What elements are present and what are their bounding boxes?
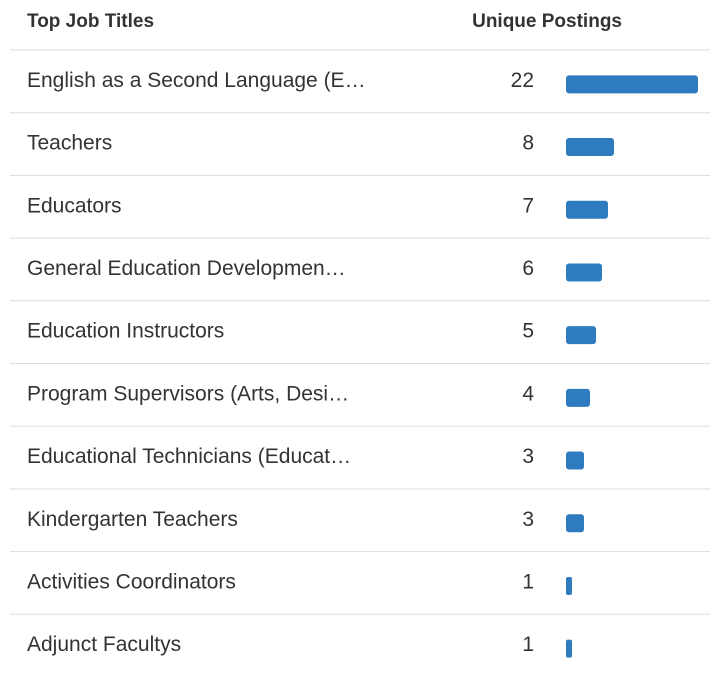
- bar: [566, 639, 572, 658]
- bar: [566, 514, 584, 533]
- category-label: Education Instructors: [27, 320, 224, 343]
- bar: [566, 576, 572, 595]
- value-label: 3: [522, 445, 534, 468]
- category-label: Educators: [27, 194, 122, 217]
- value-label: 8: [522, 132, 534, 155]
- value-label: 1: [522, 633, 534, 656]
- bar: [566, 75, 698, 94]
- category-label: English as a Second Language (E…: [27, 69, 366, 92]
- value-label: 4: [522, 382, 534, 405]
- category-label: Program Supervisors (Arts, Desi…: [27, 382, 349, 405]
- bar: [566, 388, 590, 407]
- value-label: 7: [522, 194, 534, 217]
- column-header: Unique Postings: [472, 11, 622, 32]
- value-label: 22: [511, 69, 534, 92]
- value-label: 5: [522, 320, 534, 343]
- category-label: General Education Developmen…: [27, 257, 346, 280]
- bar: [566, 451, 584, 470]
- value-label: 3: [522, 508, 534, 531]
- category-label: Kindergarten Teachers: [27, 508, 238, 531]
- category-label: Teachers: [27, 132, 112, 155]
- category-label: Adjunct Facultys: [27, 633, 181, 656]
- bar: [566, 263, 602, 282]
- bar: [566, 326, 596, 345]
- value-label: 6: [522, 257, 534, 280]
- bar: [566, 200, 608, 219]
- category-label: Activities Coordinators: [27, 570, 236, 593]
- value-label: 1: [522, 570, 534, 593]
- column-header: Top Job Titles: [27, 11, 154, 32]
- bar: [566, 138, 614, 157]
- category-label: Educational Technicians (Educat…: [27, 445, 351, 468]
